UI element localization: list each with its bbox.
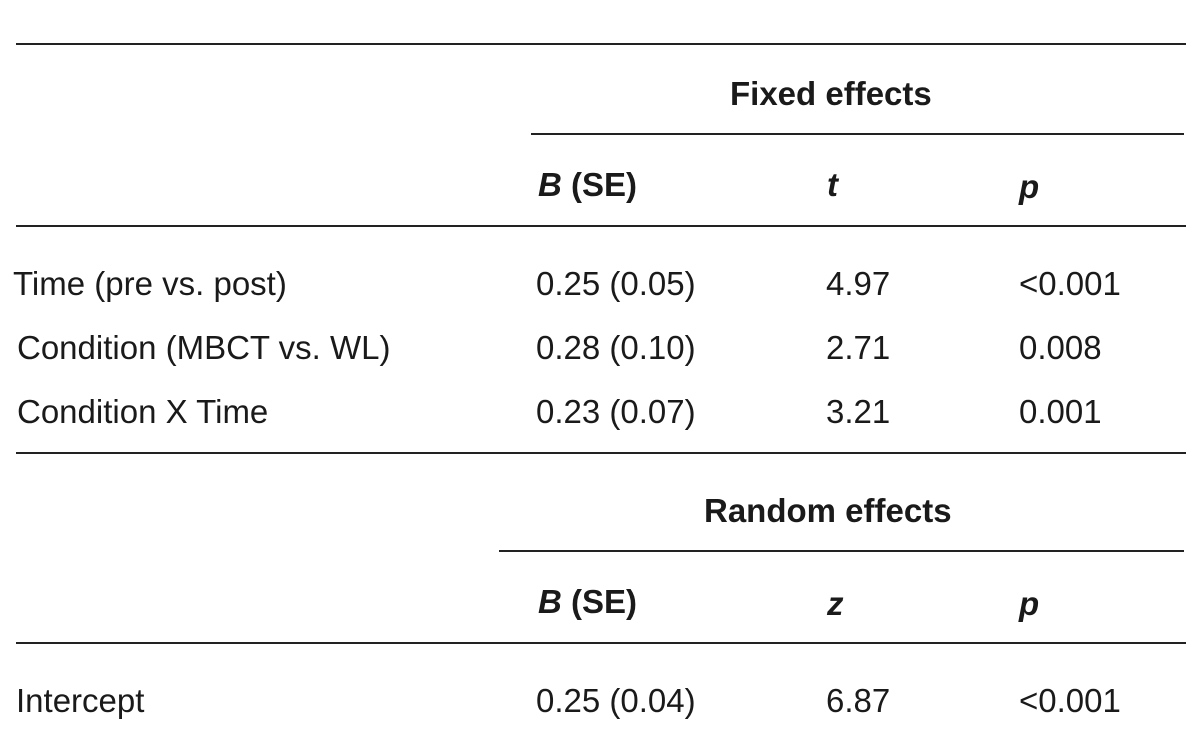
table-cell-t: 4.97 [826, 265, 891, 302]
table-cell-t: 2.71 [826, 329, 891, 366]
fixed-effects-underline [531, 133, 1184, 135]
table-cell-z: 6.87 [826, 682, 891, 719]
se-label: (SE) [561, 583, 638, 620]
se-label: (SE) [561, 166, 638, 203]
table-cell-b-se: 0.23 (0.07) [536, 393, 696, 430]
random-effects-underline [499, 550, 1184, 552]
table-cell-b-se: 0.28 (0.10) [536, 329, 696, 366]
fixed-col-p-header: p [1019, 168, 1040, 205]
random-header-rule [16, 642, 1186, 644]
table-row-label: Condition (MBCT vs. WL) [17, 329, 391, 366]
random-col-p-header: p [1019, 585, 1040, 622]
table-cell-p: 0.001 [1019, 393, 1102, 430]
fixed-col-b-se-header: B (SE) [538, 168, 637, 201]
random-col-z-header: z [827, 585, 844, 622]
fixed-col-t-header: t [827, 166, 838, 203]
table-cell-t: 3.21 [826, 393, 891, 430]
random-col-b-se-header: B (SE) [538, 585, 637, 618]
b-symbol: B [538, 166, 562, 203]
table-cell-p: <0.001 [1019, 682, 1121, 719]
b-symbol: B [538, 583, 562, 620]
table-cell-b-se: 0.25 (0.04) [536, 682, 696, 719]
random-effects-title: Random effects [704, 492, 952, 529]
table-row-label: Condition X Time [17, 393, 269, 430]
table-cell-p: <0.001 [1019, 265, 1121, 302]
fixed-header-rule [16, 225, 1186, 227]
fixed-bottom-rule [16, 452, 1186, 454]
table-top-rule [16, 43, 1186, 45]
table-cell-b-se: 0.25 (0.05) [536, 265, 696, 302]
table-row-label: Intercept [16, 682, 145, 719]
fixed-effects-title: Fixed effects [730, 75, 932, 112]
table-cell-p: 0.008 [1019, 329, 1102, 366]
table-row-label: Time (pre vs. post) [13, 265, 287, 302]
